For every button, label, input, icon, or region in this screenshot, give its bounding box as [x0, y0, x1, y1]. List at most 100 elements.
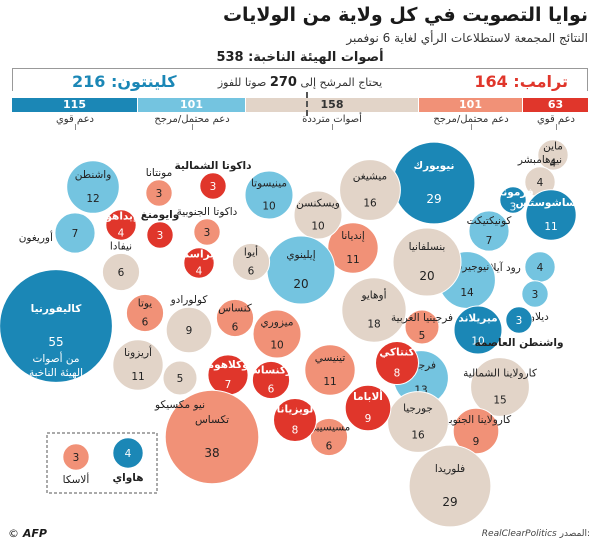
bubble-فرمونت — [499, 186, 527, 214]
needed-prefix: يحتاج المرشح إلى — [300, 76, 383, 89]
state-votes-داكوتا-الجنوبية: 3 — [204, 227, 211, 239]
state-votes-أركنساس: 6 — [268, 384, 275, 396]
state-name-كنساس: كنساس — [218, 302, 252, 314]
state-votes-نبراسكا: 4 — [196, 265, 203, 277]
bubble-ميريلاند — [453, 305, 503, 355]
state-votes-نيوهامبشر: 4 — [537, 177, 544, 189]
state-name-أوكلاهوما: أوكلاهوما — [204, 357, 253, 371]
state-votes-كونيكتيكت: 7 — [486, 235, 493, 247]
state-name-فرمونت: فرمونت — [492, 186, 534, 198]
state-votes-نيويورك: 29 — [426, 192, 441, 206]
state-name-كارولاينا-الجنوبية: كارولاينا الجنوبية — [441, 414, 511, 426]
state-name-فلوريدا: فلوريدا — [435, 463, 465, 475]
state-bubble-أوريغون: أوريغون 7 — [19, 212, 96, 254]
source-name: RealClearPolitics — [481, 529, 557, 539]
bubble-تكساس — [164, 389, 260, 485]
source-label: المصدر: — [559, 529, 590, 539]
state-name-أريزونا: أريزونا — [124, 345, 152, 359]
bubble-نيفادا — [101, 252, 141, 292]
state-bubble-كاليفورنيا: كاليفورنيا 55 من أصوات الهيئة الناخبة — [0, 269, 113, 383]
bubble-واشنطن — [66, 160, 120, 214]
state-name-تكساس: تكساس — [195, 414, 229, 426]
category-label-tossup: أصوات مترددة — [302, 114, 362, 125]
bubble-هاواي — [112, 437, 144, 469]
state-votes-كارولاينا-الشمالية: 15 — [493, 394, 506, 406]
state-votes-أيوا: 6 — [248, 266, 255, 278]
category-tick — [332, 124, 333, 130]
bubble-كونيكتيكت — [468, 210, 510, 252]
state-votes-وايومنغ: 3 — [157, 230, 164, 242]
bubble-أيوا — [231, 242, 271, 282]
category-label-strong-dem: دعم قوي — [55, 114, 95, 125]
state-name-مسيسيبي: مسيسيبي — [308, 421, 351, 433]
state-votes-أوكلاهوما: 7 — [225, 379, 232, 391]
state-votes-تينيسي: 11 — [323, 376, 336, 388]
state-votes-نيفادا: 6 — [118, 267, 125, 279]
state-note-line: من أصوات — [32, 351, 79, 365]
state-bubble-وايومنغ: وايومنغ 3 — [141, 209, 180, 249]
stacked-vote-bar: 115 101 158 101 63 — [12, 98, 588, 112]
state-name-جورجيا: جورجيا — [403, 402, 433, 414]
bubble-إنديانا — [327, 222, 379, 274]
state-bubble-ألاسكا: ألاسكا 3 — [62, 443, 90, 486]
state-bubble-داكوتا-الجنوبية: داكوتا الجنوبية 3 — [177, 206, 238, 246]
state-name-لويزيانا: لويزيانا — [277, 403, 314, 415]
state-bubble-فرجينيا-الغربية: فرجينيا الغربية 5 — [391, 309, 453, 345]
state-name-ميريلاند: ميريلاند — [458, 313, 497, 325]
state-name-مونتانا: مونتانا — [146, 167, 172, 179]
state-votes-فرجينيا-الغربية: 5 — [419, 330, 426, 342]
state-bubble-كارولاينا-الشمالية: كارولاينا الشمالية 15 — [463, 357, 537, 417]
state-bubble-فرمونت: فرمونت 3 — [492, 186, 534, 214]
bubble-أركنساس — [251, 360, 291, 400]
state-votes-إنديانا: 11 — [346, 254, 359, 266]
bubble-إيلينوي — [266, 235, 336, 305]
category-tick — [75, 124, 76, 130]
state-name-وايومنغ: وايومنغ — [141, 209, 180, 221]
state-bubble-كونيكتيكت: كونيكتيكت 7 — [467, 210, 511, 252]
state-votes-داكوتا-الشمالية: 3 — [210, 181, 217, 193]
bubble-ديلاوير — [521, 280, 549, 308]
bubble-ميزوري — [252, 309, 302, 359]
state-bubble-نبراسكا: نبراسكا 4 — [180, 247, 218, 279]
state-votes-هاواي: 4 — [125, 448, 132, 460]
state-votes-ميزوري: 10 — [270, 339, 283, 351]
state-bubble-هاواي: هاواي 4 — [112, 437, 144, 484]
needed-suffix: صوتا للفوز — [217, 76, 267, 89]
votes-needed-note: يحتاج المرشح إلى 270 صوتا للفوز — [12, 75, 588, 90]
state-votes-رود-آيلاند: 4 — [537, 262, 544, 274]
state-name-إيلينوي: إيلينوي — [286, 249, 315, 261]
bubble-نيويورك — [392, 141, 476, 225]
state-votes-ويسكنسن: 10 — [311, 220, 324, 232]
state-bubble-إيلينوي: إيلينوي 20 — [266, 235, 336, 305]
bubble-داكوتا-الجنوبية — [193, 218, 221, 246]
state-bubble-لويزيانا: لويزيانا 8 — [273, 398, 317, 442]
state-bubble-نيو-مكسيكو: نيو مكسيكو 5 — [154, 360, 205, 411]
state-name-ماين: ماين — [543, 141, 563, 153]
state-name-هاواي: هاواي — [113, 472, 144, 484]
bubble-بنسلفانيا — [392, 227, 462, 297]
bubble-كارولاينا-الشمالية — [470, 357, 530, 417]
bubble-داكوتا-الشمالية — [199, 172, 227, 200]
state-votes-ديلاوير: 3 — [532, 289, 539, 301]
state-bubble-ماين: ماين 4 — [537, 139, 569, 171]
state-votes-بنسلفانيا: 20 — [419, 269, 434, 283]
state-votes-أوريغون: 7 — [72, 228, 79, 240]
state-name-نيفادا: نيفادا — [110, 240, 132, 252]
state-bubble-يوتا: يوتا 6 — [125, 293, 165, 333]
state-bubble-أوهايو: أوهايو 18 — [341, 277, 407, 343]
bubble-أوريغون — [54, 212, 96, 254]
state-bubble-تكساس: تكساس 38 — [164, 389, 260, 485]
total-electoral-votes: أصوات الهيئة الناخبة: 538 — [216, 50, 384, 65]
state-name-ويسكنسن: ويسكنسن — [296, 198, 340, 210]
state-votes-ميشيغن: 16 — [363, 198, 377, 210]
state-name-كولورادو: كولورادو — [170, 294, 208, 306]
state-name-داكوتا-الجنوبية: داكوتا الجنوبية — [177, 206, 238, 218]
state-votes-يوتا: 6 — [142, 317, 149, 329]
state-bubble-ماساشوستس: ماساشوستس 11 — [515, 189, 587, 241]
trump-total: ترامب: 164 — [474, 72, 568, 91]
state-bubble-أوكلاهوما: أوكلاهوما 7 — [204, 354, 253, 396]
bar-lean-rep: 101 — [419, 98, 523, 112]
bubble-جورجيا — [387, 391, 449, 453]
state-bubble-مونتانا: مونتانا 3 — [145, 167, 173, 207]
page-title: نوايا التصويت في كل ولاية من الولايات — [222, 4, 588, 26]
